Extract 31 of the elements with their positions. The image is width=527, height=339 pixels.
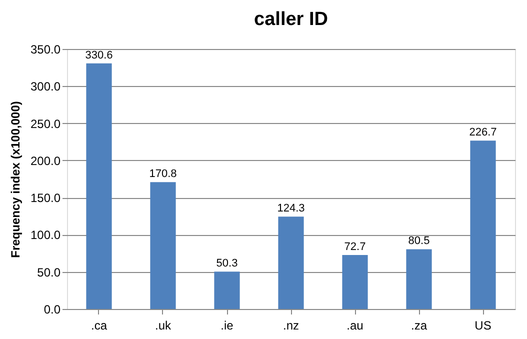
bar: [214, 272, 240, 309]
data-label: 80.5: [408, 235, 430, 248]
y-tick-label: 50.0: [37, 265, 61, 280]
chart-title: caller ID: [254, 9, 328, 30]
bar: [150, 182, 176, 309]
data-label: 50.3: [216, 258, 238, 270]
y-tick-label: 100.0: [30, 228, 61, 242]
x-tick-label: .uk: [154, 318, 172, 332]
y-tick-label: 350.0: [30, 42, 61, 56]
x-tick-label: .ie: [220, 318, 234, 332]
data-label: 124.3: [277, 202, 305, 215]
x-tick-label: .za: [410, 318, 428, 332]
bar: [470, 140, 496, 309]
x-tick-label: .ca: [90, 318, 108, 332]
y-tick-label: 150.0: [30, 191, 61, 206]
bar: [86, 63, 112, 309]
x-tick-label: US: [474, 318, 492, 332]
y-axis-title: Frequency index (x100,000): [8, 101, 22, 258]
y-tick-label: 300.0: [30, 80, 61, 94]
y-tick-label: 0.0: [44, 302, 61, 316]
x-tick-label: .nz: [282, 318, 300, 332]
bar: [342, 254, 368, 309]
data-label: 226.7: [469, 126, 497, 139]
y-tick-label: 200.0: [30, 154, 61, 168]
bar: [406, 249, 432, 309]
data-label: 72.7: [344, 240, 366, 253]
data-label: 330.6: [85, 49, 113, 62]
data-label: 170.8: [149, 168, 177, 180]
bar: [278, 216, 304, 309]
y-tick-label: 250.0: [30, 116, 61, 131]
x-tick-label: .au: [346, 318, 364, 332]
